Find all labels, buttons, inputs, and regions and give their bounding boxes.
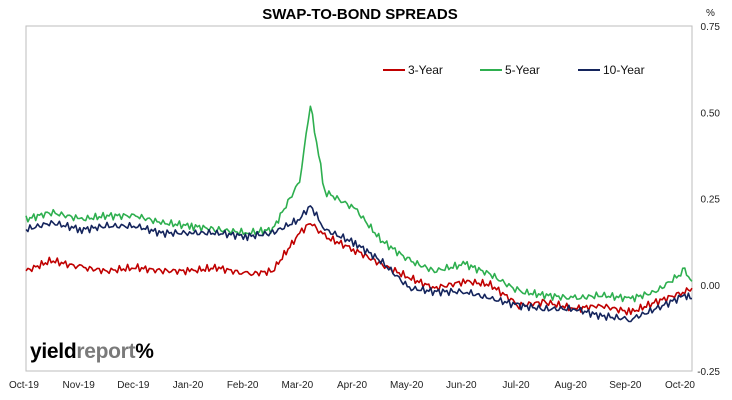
legend-label: 10-Year — [603, 63, 645, 77]
x-tick-label: Mar-20 — [281, 380, 313, 391]
x-tick-label: Jan-20 — [173, 380, 204, 391]
x-tick-label: Jun-20 — [446, 380, 477, 391]
series-line-5-year — [25, 105, 693, 303]
y-axis-ticks: 0.75 0.50 0.25 0.00 -0.25 — [697, 22, 720, 378]
x-tick-label: Jul-20 — [502, 380, 530, 391]
y-tick-label: -0.25 — [697, 367, 720, 378]
plot-area-border — [25, 25, 693, 372]
y-tick-label: 0.00 — [701, 281, 721, 292]
x-tick-label: May-20 — [390, 380, 424, 391]
x-tick-label: Apr-20 — [337, 380, 367, 391]
legend-label: 3-Year — [408, 63, 443, 77]
y-tick-label: 0.25 — [701, 195, 721, 206]
x-tick-label: Dec-19 — [117, 380, 150, 391]
x-tick-label: Feb-20 — [227, 380, 259, 391]
y-tick-label: 0.50 — [701, 108, 721, 119]
legend-label: 5-Year — [505, 63, 540, 77]
x-tick-label: Oct-19 — [9, 380, 39, 391]
x-tick-label: Aug-20 — [555, 380, 588, 391]
logo-part-yield: yield — [30, 340, 77, 363]
x-tick-label: Nov-19 — [63, 380, 96, 391]
logo-part-report: report — [76, 340, 136, 363]
series-line-10-year — [25, 205, 692, 323]
x-tick-label: Sep-20 — [609, 380, 642, 391]
chart-title: SWAP-TO-BOND SPREADS — [262, 6, 458, 23]
series-lines — [25, 105, 693, 323]
y-tick-label: 0.75 — [701, 22, 721, 33]
logo-percent-icon: % — [135, 340, 154, 363]
series-line-3-year — [25, 223, 693, 316]
x-tick-label: Oct-20 — [665, 380, 695, 391]
legend: 3-Year 5-Year 10-Year — [383, 63, 645, 77]
x-axis-ticks: Oct-19 Nov-19 Dec-19 Jan-20 Feb-20 Mar-20 Apr-… — [9, 380, 695, 391]
y-unit-label: % — [706, 8, 715, 19]
yieldreport-logo: yieldreport% — [30, 340, 154, 364]
